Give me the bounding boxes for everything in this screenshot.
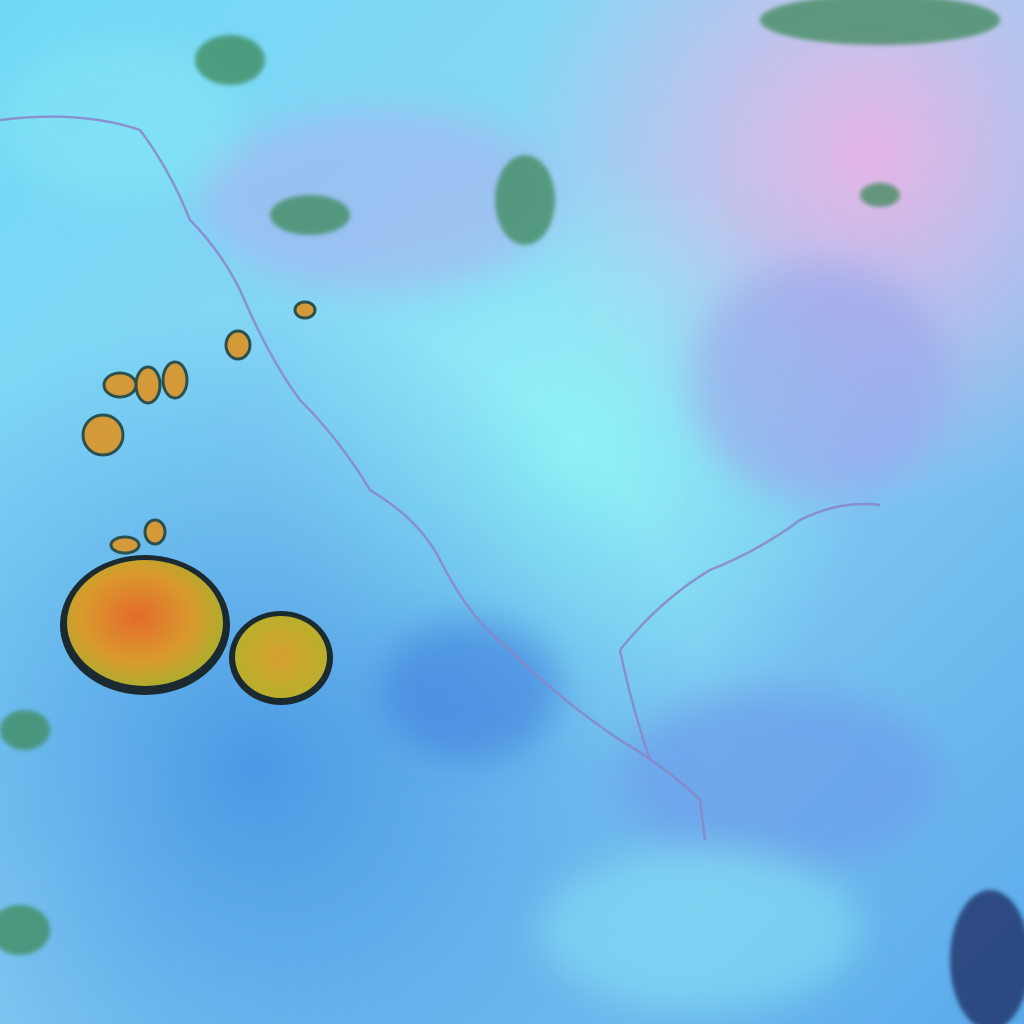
lavender-patches	[0, 40, 950, 1010]
rivers	[0, 115, 881, 841]
large-orange-region-east	[229, 611, 333, 705]
small-orange-patches	[81, 300, 317, 555]
large-orange-region-west	[60, 555, 230, 695]
